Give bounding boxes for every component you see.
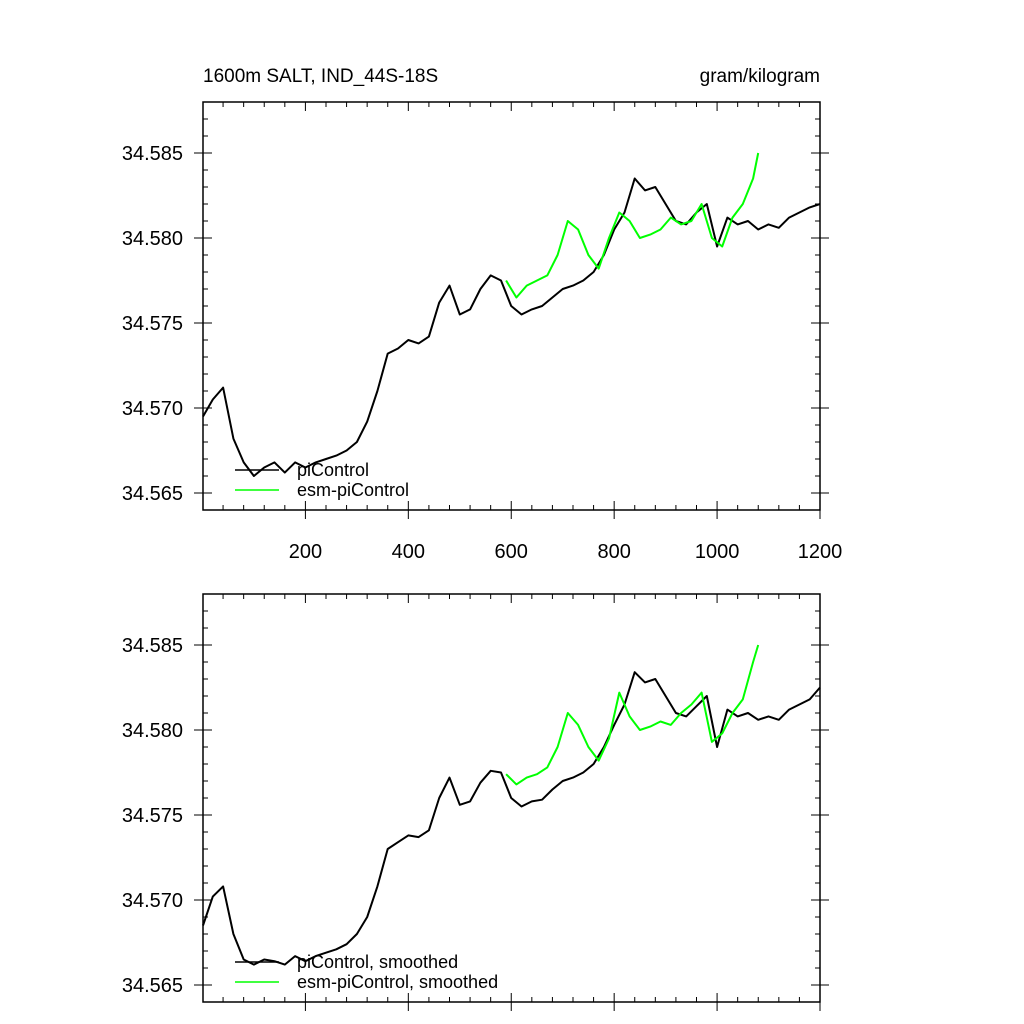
top-panel: 1600m SALT, IND_44S-18S gram/kilogram 34… [122,66,842,563]
axis-ticks-top [194,101,829,519]
legend-label: piControl, smoothed [297,952,458,972]
x-tick-label: 400 [392,541,425,563]
x-tick-label: 1000 [695,541,740,563]
y-tick-label: 34.580 [122,228,183,250]
series-line [505,644,760,786]
axis-ticks-bottom [194,593,829,1011]
x-tick-label: 800 [597,541,630,563]
y-tick-label: 34.565 [122,483,183,505]
series-line [202,671,821,966]
x-tick-label: 600 [495,541,528,563]
x-tick-label: 1200 [798,541,843,563]
y-tick-labels-top: 34.565 34.570 34.575 34.580 34.585 [122,143,183,505]
units-label: gram/kilogram [700,66,820,87]
x-tick-labels-top: 200 400 600 800 1000 1200 [289,541,843,563]
series-lines-top [202,152,821,477]
y-tick-label: 34.585 [122,143,183,165]
y-tick-label: 34.570 [122,890,183,912]
y-tick-label: 34.575 [122,313,183,335]
bottom-panel: 34.565 34.570 34.575 34.580 34.585 piControl… [122,593,829,1011]
y-tick-label: 34.580 [122,720,183,742]
y-tick-label: 34.575 [122,805,183,827]
chart-title: 1600m SALT, IND_44S-18S [203,66,438,87]
x-tick-label: 200 [289,541,322,563]
y-tick-label: 34.585 [122,635,183,657]
legend-label: piControl [297,460,369,480]
series-line [202,177,821,477]
legend-label: esm-piControl, smoothed [297,972,498,992]
legend-label: esm-piControl [297,480,409,500]
y-tick-label: 34.570 [122,398,183,420]
series-line [505,152,760,299]
y-tick-labels-bottom: 34.565 34.570 34.575 34.580 34.585 [122,635,183,997]
y-tick-label: 34.565 [122,975,183,997]
series-lines-bottom [202,644,821,966]
